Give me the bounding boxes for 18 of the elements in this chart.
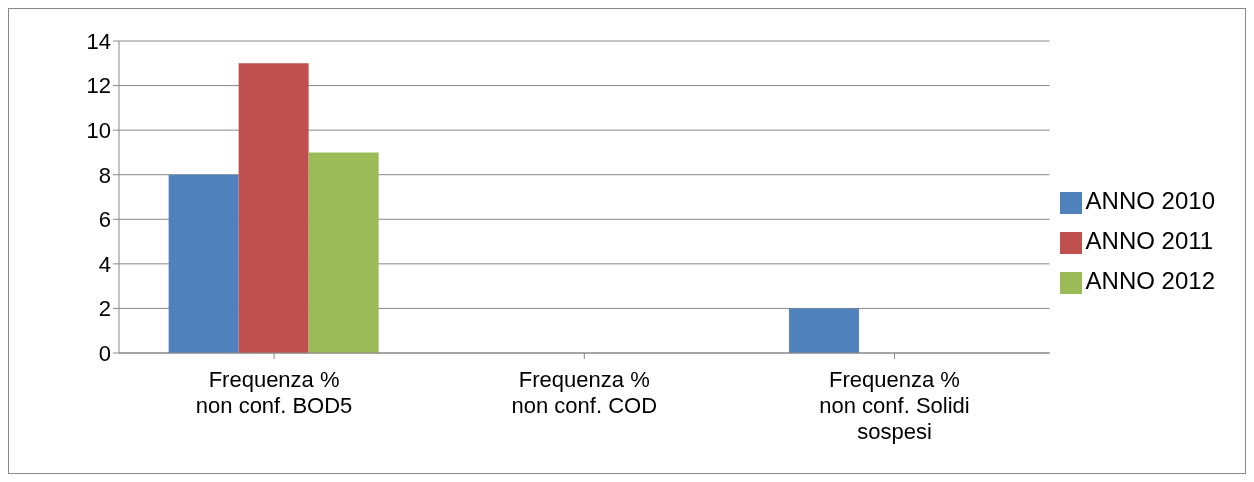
y-tick-label: 10 (86, 117, 111, 143)
bar (238, 63, 309, 353)
y-tick-label: 2 (98, 296, 111, 322)
x-tick-label: Frequenza % non conf. COD (511, 367, 658, 418)
y-tick-label: 0 (98, 340, 111, 366)
y-tick-label: 14 (86, 28, 111, 54)
y-tick-label: 8 (98, 162, 111, 188)
x-tick-label: Frequenza % non conf. Solidi sospesi (819, 367, 970, 444)
y-tick-label: 12 (86, 73, 111, 99)
bar (789, 308, 860, 353)
bar (308, 152, 379, 353)
legend-label: ANNO 2012 (1085, 267, 1215, 294)
bar (168, 174, 239, 353)
legend-label: ANNO 2010 (1085, 187, 1215, 214)
legend-label: ANNO 2011 (1085, 227, 1214, 254)
y-tick-label: 6 (98, 207, 111, 233)
x-tick-label: Frequenza % non conf. BOD5 (195, 367, 353, 418)
y-tick-label: 4 (98, 251, 111, 277)
